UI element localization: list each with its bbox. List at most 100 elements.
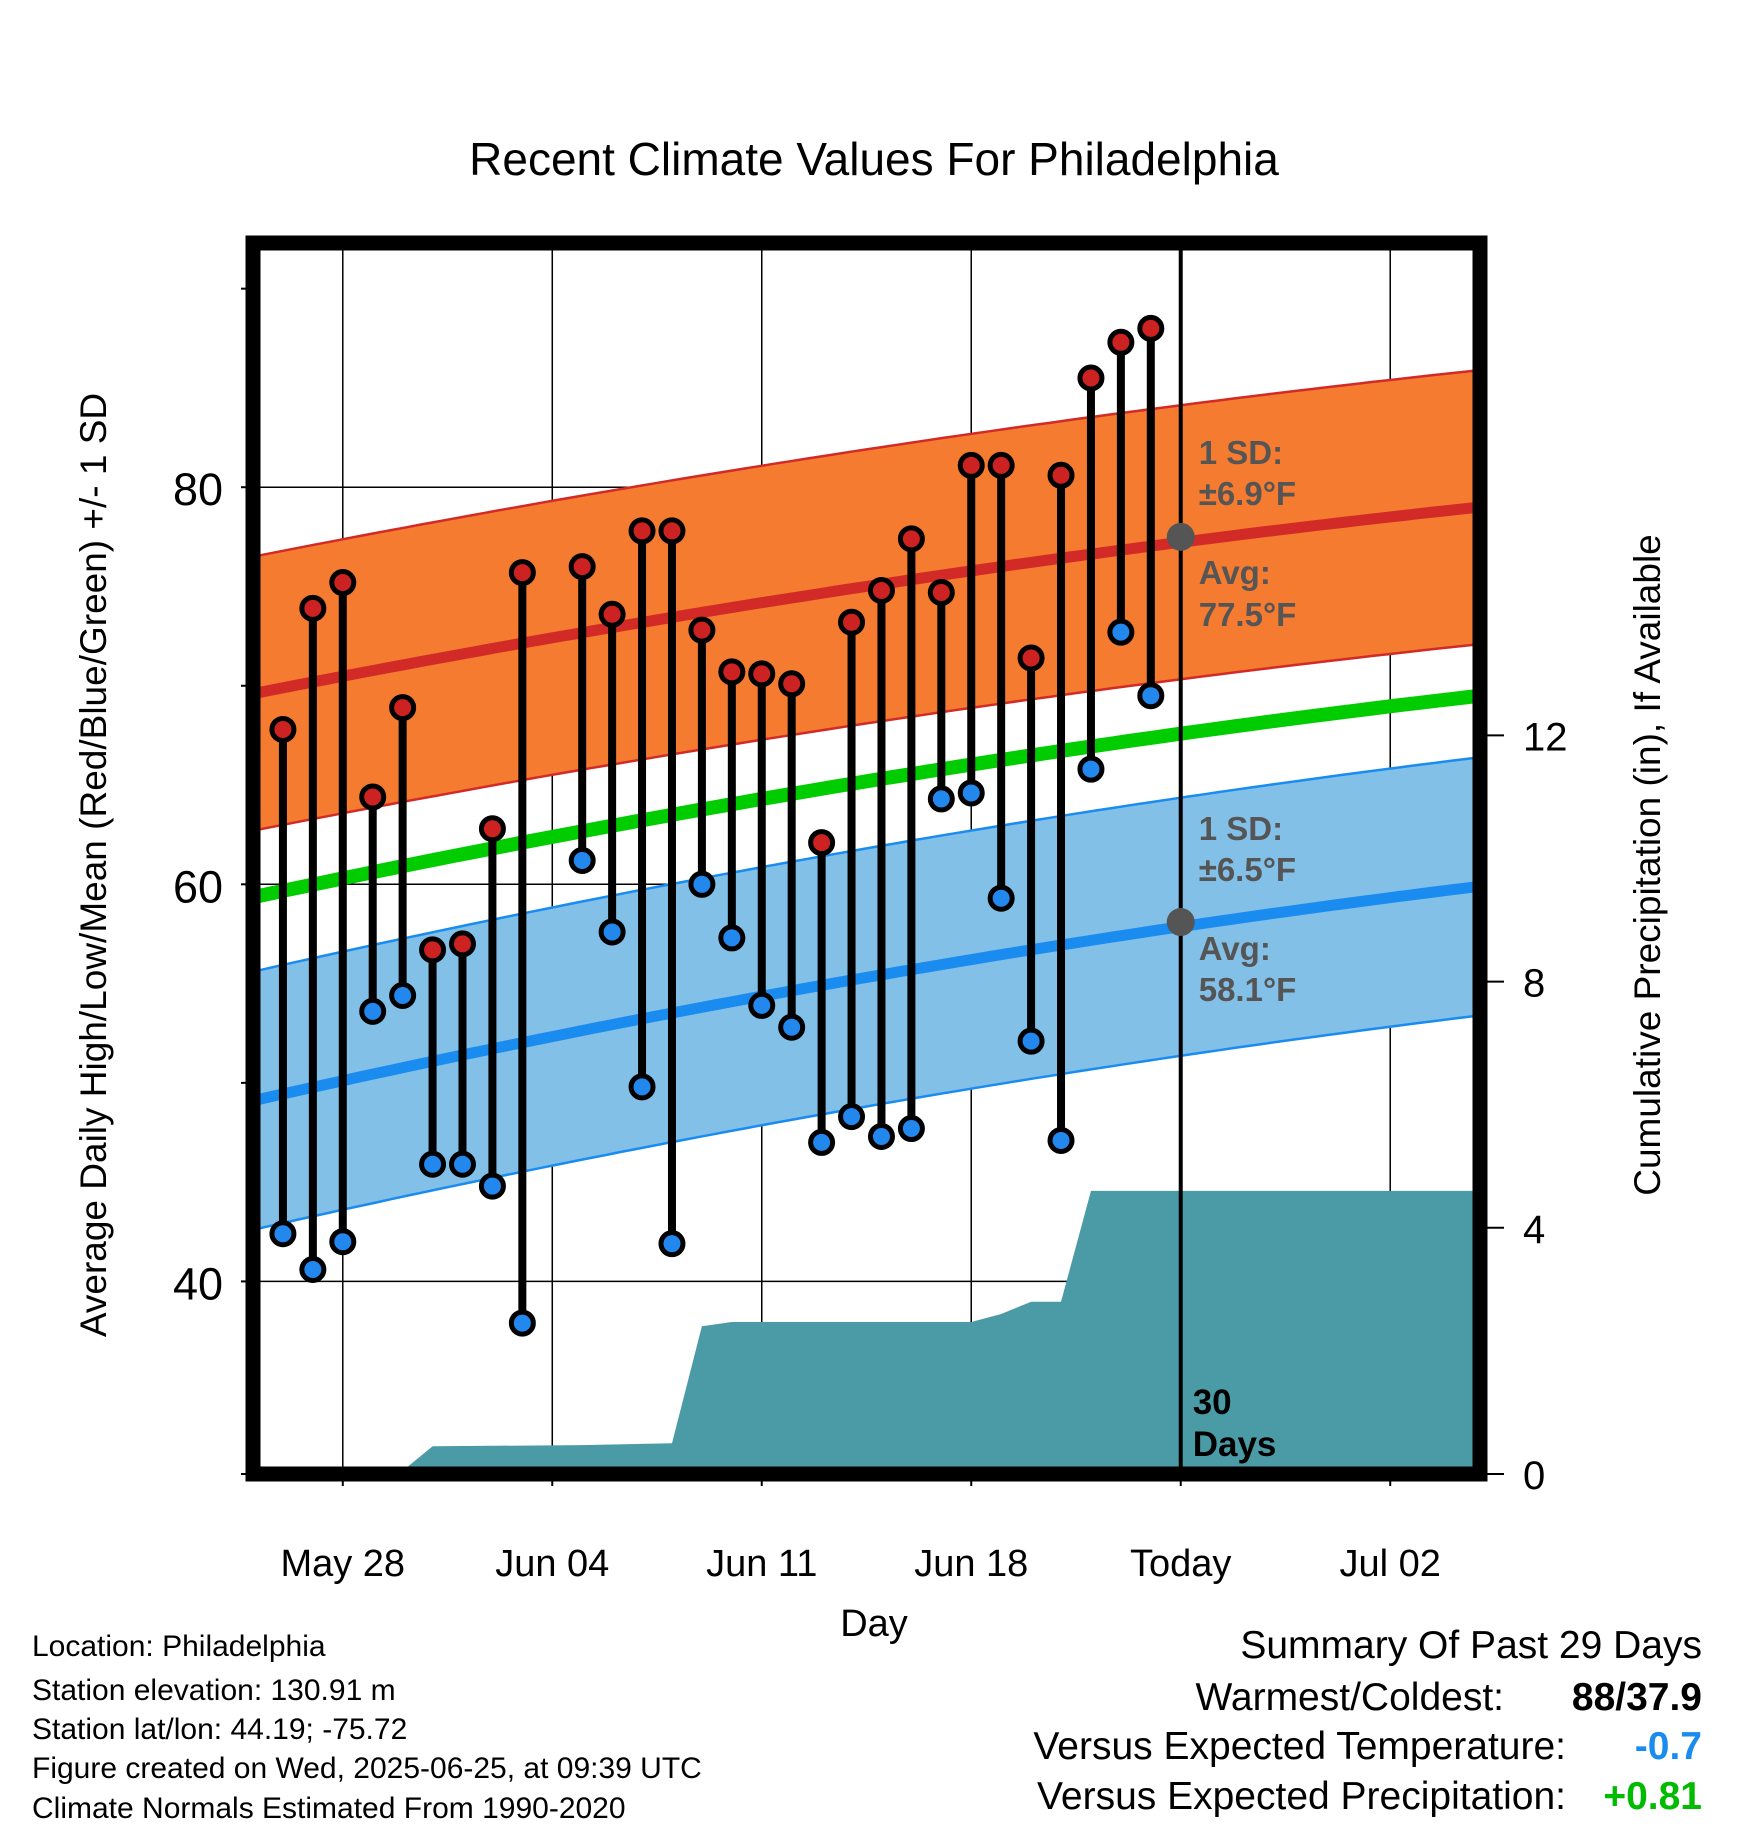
- plot-area: 1 SD: ±6.9°F Avg: 77.5°F 1 SD: ±6.5°F Avg: 58.1…: [173, 235, 1568, 1585]
- daily-high-point: [897, 525, 925, 553]
- low-avg-value: 58.1°F: [1199, 971, 1297, 1008]
- daily-low-point: [1137, 682, 1165, 710]
- daily-low-point: [269, 1220, 297, 1248]
- daily-high-point: [419, 936, 447, 964]
- daily-high-point: [748, 660, 776, 688]
- daily-high-point: [927, 578, 955, 606]
- y-tick-label: 80: [173, 464, 223, 515]
- footer-normals: Climate Normals Estimated From 1990-2020: [32, 1792, 626, 1825]
- high-sd-value: ±6.9°F: [1199, 475, 1296, 512]
- daily-high-point: [329, 569, 357, 597]
- daily-high-point: [718, 658, 746, 686]
- daily-low-point: [1107, 618, 1135, 646]
- daily-low-point: [987, 884, 1015, 912]
- daily-high-point: [568, 553, 596, 581]
- daily-low-point: [867, 1122, 895, 1150]
- low-avg-label: Avg:: [1199, 930, 1271, 967]
- daily-high-point: [448, 930, 476, 958]
- y2-tick-label: 8: [1523, 962, 1545, 1006]
- daily-high-point: [598, 600, 626, 628]
- daily-low-point: [419, 1150, 447, 1178]
- low-sd-band: [253, 757, 1480, 1230]
- daily-low-point: [628, 1073, 656, 1101]
- daily-low-point: [718, 924, 746, 952]
- daily-high-point: [658, 517, 686, 545]
- low-sd-label: 1 SD:: [1199, 810, 1283, 847]
- summary-warmest-value: 88/37.9: [1571, 1676, 1702, 1719]
- footer-created: Figure created on Wed, 2025-06-25, at 09…: [32, 1752, 702, 1785]
- today-low-avg-marker: [1166, 908, 1195, 937]
- precipitation-area: [253, 1190, 1480, 1474]
- daily-high-point: [1017, 644, 1045, 672]
- daily-low-point: [1017, 1027, 1045, 1055]
- summary-precip-value: +0.81: [1603, 1775, 1702, 1818]
- daily-high-point: [478, 815, 506, 843]
- daily-low-point: [808, 1128, 836, 1156]
- high-avg-label: Avg:: [1199, 554, 1271, 591]
- daily-high-point: [508, 559, 536, 587]
- daily-low-point: [389, 981, 417, 1009]
- daily-low-point: [748, 991, 776, 1019]
- x-tick-label: Today: [1130, 1543, 1231, 1585]
- x-tick-label: May 28: [280, 1543, 405, 1585]
- low-sd-value: ±6.5°F: [1199, 851, 1296, 888]
- low-band-upper: [252, 755, 1481, 973]
- daily-high-point: [838, 608, 866, 636]
- daily-high-point: [778, 670, 806, 698]
- low-band-lower: [252, 1014, 1481, 1232]
- daily-low-point: [568, 846, 596, 874]
- high-band-lower: [252, 642, 1481, 832]
- y2-tick-label: 12: [1523, 715, 1568, 759]
- daily-low-point: [927, 785, 955, 813]
- daily-low-point: [838, 1103, 866, 1131]
- daily-high-point: [389, 694, 417, 722]
- daily-low-point: [778, 1013, 806, 1041]
- mean-avg-line: [251, 688, 1481, 905]
- daily-low-point: [1077, 755, 1105, 783]
- chart-title: Recent Climate Values For Philadelphia: [469, 133, 1279, 185]
- summary-precip-label: Versus Expected Precipitation:: [1037, 1775, 1566, 1818]
- footer-latlon: Station lat/lon: 44.19; -75.72: [32, 1713, 408, 1746]
- summary-temp-value: -0.7: [1634, 1725, 1702, 1768]
- daily-high-point: [1047, 461, 1075, 489]
- y2-axis-label: Cumulative Precipitation (in), If Availa…: [1627, 534, 1668, 1196]
- today-high-avg-marker: [1166, 522, 1195, 551]
- daily-low-point: [1047, 1126, 1075, 1154]
- footer-elevation: Station elevation: 130.91 m: [32, 1674, 396, 1707]
- daily-low-point: [508, 1309, 536, 1337]
- y-axis-label: Average Daily High/Low/Mean (Red/Blue/Gr…: [73, 393, 114, 1337]
- daily-high-point: [867, 576, 895, 604]
- daily-low-point: [448, 1150, 476, 1178]
- daily-low-point: [299, 1255, 327, 1283]
- daily-high-point: [1137, 314, 1165, 342]
- summary-title: Summary Of Past 29 Days: [1240, 1624, 1702, 1667]
- high-sd-band: [253, 370, 1480, 831]
- summary-warmest-label: Warmest/Coldest:: [1195, 1676, 1504, 1719]
- high-band-upper: [252, 368, 1481, 558]
- daily-high-point: [1077, 364, 1105, 392]
- daily-low-point: [957, 779, 985, 807]
- high-sd-label: 1 SD:: [1199, 434, 1283, 471]
- daily-high-point: [628, 517, 656, 545]
- daily-low-point: [329, 1228, 357, 1256]
- high-avg-line: [251, 501, 1481, 700]
- summary-temp-label: Versus Expected Temperature:: [1033, 1725, 1566, 1768]
- daily-high-point: [269, 715, 297, 743]
- y2-tick-label: 0: [1523, 1454, 1545, 1498]
- daily-high-point: [688, 616, 716, 644]
- daily-high-point: [359, 783, 387, 811]
- days-unit-label: Days: [1193, 1425, 1277, 1464]
- plot-frame: [245, 235, 1488, 1482]
- daily-high-point: [1107, 328, 1135, 356]
- daily-high-point: [987, 451, 1015, 479]
- x-axis-label: Day: [840, 1603, 908, 1645]
- daily-low-point: [359, 997, 387, 1025]
- footer-location: Location: Philadelphia: [32, 1630, 326, 1663]
- x-tick-label: Jun 11: [706, 1543, 817, 1585]
- y-tick-label: 60: [173, 861, 223, 912]
- x-tick-label: Jul 02: [1340, 1543, 1441, 1585]
- y2-tick-label: 4: [1523, 1208, 1545, 1252]
- daily-high-point: [957, 451, 985, 479]
- x-tick-label: Jun 04: [495, 1543, 609, 1585]
